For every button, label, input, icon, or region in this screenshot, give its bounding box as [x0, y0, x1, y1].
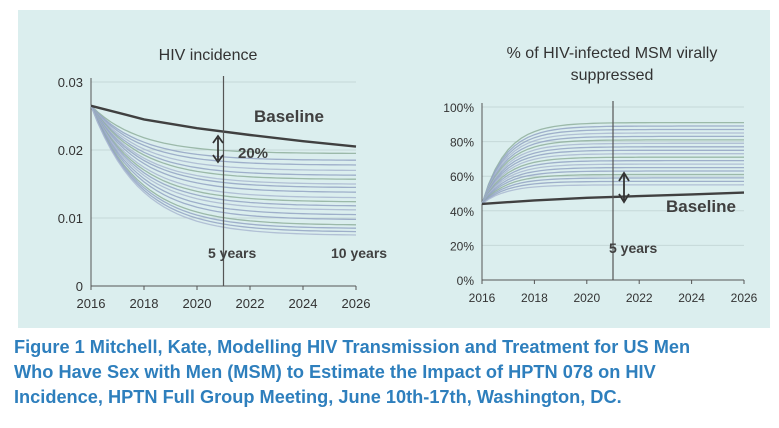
- x-tick-label: 2018: [521, 291, 548, 305]
- slide-photo: 0 0.01 0.02 0.03 2016 2018 2020 2022 2024 2026 HIV…: [18, 10, 770, 328]
- chart-title: suppressed: [571, 67, 654, 84]
- x-tick-label: 2016: [77, 296, 106, 311]
- y-tick-label: 0.02: [58, 143, 83, 158]
- y-tick-label: 20%: [450, 239, 474, 253]
- reduction-label: 20%: [238, 145, 268, 162]
- viral-suppression-chart: 0% 20% 40% 60% 80% 100% 2016 2018 2020 2022 2024 20…: [443, 45, 758, 305]
- y-tick-label: 60%: [450, 170, 474, 184]
- five-years-label: 5 years: [208, 245, 256, 261]
- x-tick-label: 2020: [183, 296, 212, 311]
- y-tick-label: 0%: [457, 274, 475, 288]
- improvement-arrow: [618, 171, 630, 204]
- chart-title: % of HIV-infected MSM virally: [507, 45, 718, 62]
- y-tick-label: 40%: [450, 205, 474, 219]
- baseline-label: Baseline: [666, 197, 736, 216]
- y-tick-label: 100%: [443, 101, 474, 115]
- y-tick-label: 0: [76, 279, 83, 294]
- x-tick-label: 2024: [289, 296, 318, 311]
- x-tick-label: 2024: [678, 291, 705, 305]
- y-tick-label: 0.03: [58, 75, 83, 90]
- x-tick-label: 2020: [573, 291, 600, 305]
- ten-years-label: 10 years: [331, 245, 387, 261]
- reduction-arrow: [212, 134, 224, 164]
- five-years-label: 5 years: [609, 240, 657, 256]
- x-tick-label: 2026: [342, 296, 371, 311]
- y-tick-label: 80%: [450, 136, 474, 150]
- x-tick-label: 2022: [626, 291, 653, 305]
- y-tick-label: 0.01: [58, 211, 83, 226]
- chart-title: HIV incidence: [159, 47, 258, 64]
- figure-caption: Figure 1 Mitchell, Kate, Modelling HIV T…: [14, 335, 774, 410]
- caption-line-2: Who Have Sex with Men (MSM) to Estimate …: [14, 362, 656, 382]
- x-tick-label: 2026: [731, 291, 758, 305]
- caption-line-1: Figure 1 Mitchell, Kate, Modelling HIV T…: [14, 337, 691, 357]
- x-tick-label: 2016: [469, 291, 496, 305]
- x-tick-label: 2022: [236, 296, 265, 311]
- hiv-incidence-chart: 0 0.01 0.02 0.03 2016 2018 2020 2022 2024 2026 HIV…: [58, 47, 388, 311]
- baseline-label: Baseline: [254, 107, 324, 126]
- caption-line-3: Incidence, HPTN Full Group Meeting, June…: [14, 387, 622, 407]
- x-tick-label: 2018: [130, 296, 159, 311]
